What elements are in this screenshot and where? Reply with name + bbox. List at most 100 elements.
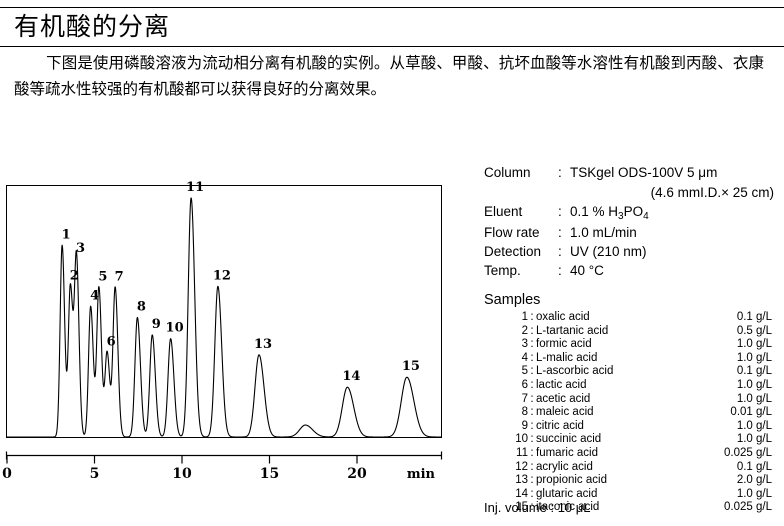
sample-name: glutaric acid [536, 487, 598, 500]
sample-colon: : [530, 419, 534, 432]
eluent-part2: PO [623, 204, 644, 219]
condition-colon-detection: : [558, 244, 562, 259]
sample-row: 7: acetic acid 1.0 g/L [484, 393, 780, 407]
sample-row: 5: L-ascorbic acid 0.1 g/L [484, 365, 780, 379]
sample-colon: : [530, 392, 534, 405]
sample-concentration: 1.0 g/L [736, 378, 772, 391]
sample-index: 7 [521, 392, 528, 405]
sample-row: 12: acrylic acid 0.1 g/L [484, 461, 780, 475]
sample-index: 2 [521, 324, 528, 337]
sample-row: 13: propionic acid 2.0 g/L [484, 474, 780, 488]
condition-row-temp: Temp. : 40 °C [484, 261, 780, 280]
sample-row: 15: itaconic acid 0.025 g/L [484, 501, 780, 515]
sample-name: L-ascorbic acid [536, 365, 614, 378]
condition-value-eluent: 0.1 % H3PO4 [570, 202, 780, 223]
sample-row: 8: maleic acid 0.01 g/L [484, 406, 780, 420]
samples-heading: Samples [484, 292, 541, 308]
peak-label-12: 12 [213, 268, 231, 283]
sample-concentration: 1.0 g/L [736, 419, 772, 432]
peak-label-8: 8 [137, 300, 146, 315]
sample-row: 3: formic acid 1.0 g/L [484, 338, 780, 352]
sample-row: 4: L-malic acid 1.0 g/L [484, 352, 780, 366]
column-dimensions: (4.6 mmI.D.× 25 cm) [650, 185, 774, 200]
sample-colon: : [530, 487, 534, 500]
sample-index: 14 [515, 487, 528, 500]
x-axis-tick-label: 0 [2, 466, 12, 482]
peak-label-7: 7 [115, 270, 124, 285]
sample-row: 14: glutaric acid 1.0 g/L [484, 488, 780, 502]
sample-name: formic acid [536, 338, 592, 351]
sample-index: 6 [521, 378, 528, 391]
condition-row-column: Column : TSKgel ODS-100V 5 μm [484, 163, 780, 182]
header-rule-top [0, 7, 784, 8]
sample-colon: : [530, 501, 534, 514]
condition-value-flow-rate: 1.0 mL/min [570, 225, 637, 240]
sample-concentration: 1.0 g/L [736, 338, 772, 351]
sample-colon: : [530, 406, 534, 419]
condition-colon-flow-rate: : [558, 225, 562, 240]
sample-index: 9 [521, 419, 528, 432]
x-axis [5, 451, 443, 460]
sample-row: 6: lactic acid 1.0 g/L [484, 379, 780, 393]
sample-concentration: 1.0 g/L [736, 351, 772, 364]
header-rule-bottom [0, 46, 784, 47]
peak-label-10: 10 [166, 321, 184, 336]
peak-label-14: 14 [342, 369, 360, 384]
page-title: 有机酸的分离 [14, 12, 171, 41]
sample-colon: : [530, 460, 534, 473]
injection-volume: Inj. volume : 10 μL [484, 500, 591, 515]
x-axis-ticks [6, 455, 358, 464]
sample-index: 11 [516, 446, 528, 459]
peak-label-6: 6 [107, 334, 116, 349]
peak-label-9: 9 [152, 317, 161, 332]
sample-name: acrylic acid [536, 460, 593, 473]
peak-label-3: 3 [76, 241, 85, 256]
sample-row: 1: oxalic acid 0.1 g/L [484, 311, 780, 325]
condition-row-eluent: Eluent : 0.1 % H3PO4 [484, 202, 780, 223]
condition-key-column: Column [484, 165, 531, 180]
x-axis-tick-label: 5 [90, 466, 100, 482]
sample-name: lactic acid [536, 378, 587, 391]
sample-colon: : [530, 351, 534, 364]
samples-panel: Samples 1: oxalic acid 0.1 g/L 2: L-tartanic… [484, 290, 780, 515]
sample-row: 9: citric acid 1.0 g/L [484, 420, 780, 434]
sample-concentration: 0.1 g/L [736, 365, 772, 378]
samples-list: 1: oxalic acid 0.1 g/L 2: L-tartanic acid 0.5… [484, 311, 780, 515]
sample-index: 4 [521, 351, 528, 364]
sample-colon: : [530, 474, 534, 487]
peak-label-5: 5 [98, 270, 107, 285]
condition-key-flow-rate: Flow rate [484, 225, 540, 240]
intro-paragraph: 下图是使用磷酸溶液为流动相分离有机酸的实例。从草酸、甲酸、抗坏血酸等水溶性有机酸… [14, 50, 764, 102]
sample-row: 2: L-tartanic acid 0.5 g/L [484, 325, 780, 339]
sample-colon: : [530, 433, 534, 446]
sample-concentration: 1.0 g/L [736, 433, 772, 446]
sample-name: propionic acid [536, 474, 607, 487]
sample-index: 12 [515, 460, 528, 473]
sample-concentration: 0.025 g/L [724, 446, 772, 459]
sample-name: oxalic acid [536, 311, 590, 323]
x-axis-unit-label: min [407, 467, 436, 482]
sample-colon: : [530, 365, 534, 378]
x-axis-tick-label: 15 [260, 466, 279, 482]
sample-index: 8 [521, 406, 528, 419]
sample-name: itaconic acid [536, 501, 600, 514]
sample-index: 13 [515, 474, 528, 487]
condition-key-temp: Temp. [484, 263, 521, 278]
condition-colon-column: : [558, 165, 562, 180]
sample-colon: : [530, 311, 534, 323]
sample-name: L-tartanic acid [536, 324, 609, 337]
sample-colon: : [530, 378, 534, 391]
eluent-sub-4: 4 [643, 211, 649, 222]
sample-name: acetic acid [536, 392, 591, 405]
peak-label-11: 11 [186, 180, 204, 195]
peak-label-15: 15 [402, 359, 420, 374]
document-header: 有机酸的分离 [0, 0, 784, 47]
sample-colon: : [530, 338, 534, 351]
sample-concentration: 0.1 g/L [736, 311, 772, 323]
eluent-sub-3: 3 [618, 211, 624, 222]
chromatogram-trace [6, 197, 442, 438]
sample-index: 3 [521, 338, 528, 351]
sample-concentration: 0.1 g/L [736, 460, 772, 473]
